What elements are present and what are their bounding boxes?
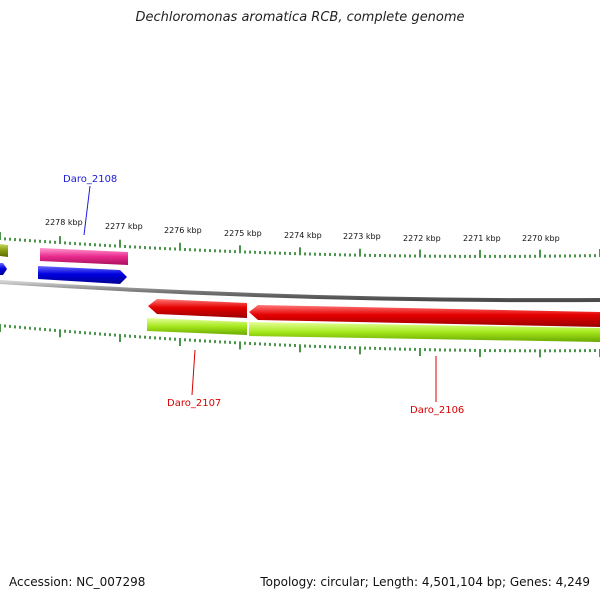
gene-arrow-daro-2106[interactable]: [249, 305, 600, 327]
gene-label-daro-2108[interactable]: Daro_2108: [63, 174, 117, 185]
kbp-label: 2273 kbp: [343, 232, 381, 241]
gene-label-daro-2107[interactable]: Daro_2107: [167, 398, 221, 409]
gene-arrow-plus-left[interactable]: [0, 263, 7, 275]
genome-backbone: [0, 280, 600, 303]
kbp-label: 2278 kbp: [45, 218, 83, 227]
kbp-label: 2274 kbp: [284, 231, 322, 240]
gene-arrow-daro-2108[interactable]: [38, 266, 127, 284]
cog-olive-block: [0, 244, 8, 257]
genome-summary: Topology: circular; Length: 4,501,104 bp…: [260, 575, 590, 589]
kbp-label-group: 2278 kbp 2277 kbp 2276 kbp 2275 kbp 2274…: [45, 218, 560, 243]
cog-green-block-b: [249, 322, 600, 342]
accession-info: Accession: NC_007298: [9, 575, 146, 589]
cog-green-block-a: [147, 318, 247, 335]
gene-arrow-daro-2107[interactable]: [148, 299, 247, 318]
cog-pink-block: [40, 248, 128, 265]
map-title: Dechloromonas aromatica RCB, complete ge…: [135, 10, 465, 25]
gene-label-leader: [191, 349, 196, 396]
kbp-label: 2276 kbp: [164, 226, 202, 235]
gene-label-leader: [83, 185, 91, 236]
kbp-label: 2272 kbp: [403, 234, 441, 243]
kbp-label: 2271 kbp: [463, 234, 501, 243]
kbp-label: 2275 kbp: [224, 229, 262, 238]
kbp-label: 2277 kbp: [105, 222, 143, 231]
inner-tick-ruler: [0, 324, 600, 358]
gene-label-daro-2106[interactable]: Daro_2106: [410, 405, 464, 416]
outer-tick-ruler: [0, 232, 600, 258]
kbp-label: 2270 kbp: [522, 234, 560, 243]
